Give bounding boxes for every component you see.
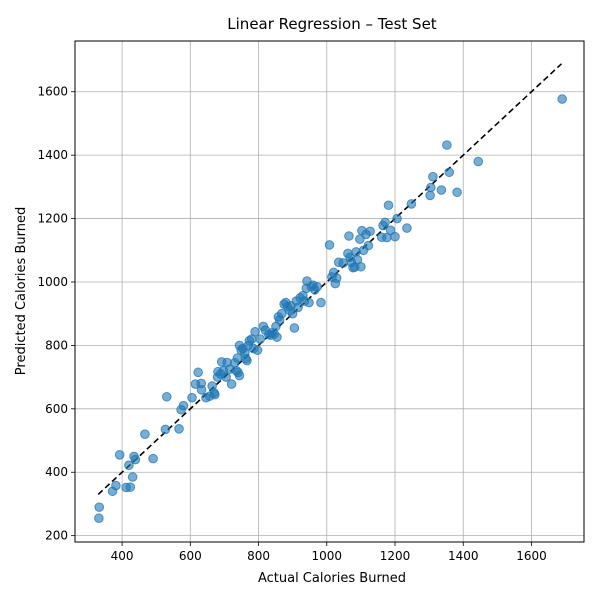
data-point	[452, 187, 462, 198]
y-tick-label: 800	[45, 338, 68, 352]
data-point	[234, 370, 245, 381]
x-tick-label: 800	[247, 549, 270, 563]
data-point	[272, 332, 282, 342]
data-point	[140, 429, 150, 439]
data-point	[365, 226, 375, 237]
data-point	[289, 323, 300, 333]
data-point	[178, 400, 189, 411]
data-point	[402, 223, 412, 233]
data-point	[287, 308, 298, 319]
x-tick-label: 1400	[448, 549, 479, 563]
y-tick-label: 400	[45, 465, 68, 479]
data-point	[390, 231, 400, 242]
x-axis-ticks: 400 600 800 1000 1200 1400 1600	[111, 542, 547, 563]
data-point	[196, 384, 207, 395]
data-point	[380, 217, 390, 228]
data-point	[316, 297, 326, 308]
data-point	[331, 273, 342, 283]
data-point	[324, 240, 335, 250]
y-tick-label: 1000	[37, 275, 68, 289]
x-tick-label: 1000	[311, 549, 342, 563]
data-point	[276, 308, 287, 319]
plot-area	[75, 41, 584, 542]
data-point	[160, 424, 171, 435]
plot-frame	[74, 40, 585, 543]
data-point	[293, 302, 303, 313]
data-point	[436, 185, 447, 195]
data-point	[210, 389, 220, 400]
data-point	[473, 156, 484, 167]
data-point	[193, 367, 203, 378]
data-point	[444, 167, 455, 178]
data-point	[312, 281, 323, 292]
y-tick-label: 1600	[37, 85, 68, 99]
y-tick-label: 600	[45, 402, 68, 416]
data-point	[114, 450, 125, 460]
data-point	[344, 231, 354, 241]
data-point	[148, 453, 158, 464]
data-point	[304, 297, 314, 308]
data-point	[428, 171, 438, 182]
y-axis-label: Predicted Calories Burned	[14, 207, 29, 375]
y-axis-ticks: 200 400 600 800 1000 1200 1400 1600	[37, 85, 75, 543]
x-tick-label: 400	[111, 549, 134, 563]
data-point	[426, 182, 436, 193]
data-point	[187, 392, 197, 403]
data-point	[221, 372, 231, 382]
data-point	[94, 502, 105, 512]
data-point	[174, 423, 184, 434]
data-point	[242, 355, 252, 366]
data-point	[226, 379, 237, 389]
x-axis-label: Actual Calories Burned	[258, 571, 406, 586]
y-tick-label: 1200	[37, 212, 68, 226]
data-point	[127, 472, 138, 482]
data-point	[94, 513, 104, 524]
data-point	[125, 482, 136, 492]
y-tick-label: 200	[45, 529, 68, 543]
data-point	[425, 190, 435, 201]
data-point	[363, 240, 374, 251]
data-point	[252, 345, 263, 355]
grid-lines	[75, 41, 584, 542]
data-point	[124, 460, 134, 471]
x-tick-label: 1200	[380, 549, 411, 563]
data-point	[111, 480, 121, 491]
x-tick-label: 1600	[516, 549, 547, 563]
data-point	[130, 454, 141, 465]
data-point	[406, 199, 417, 209]
data-point	[232, 353, 243, 363]
data-point	[442, 140, 452, 150]
data-point	[383, 200, 394, 211]
data-point	[250, 326, 260, 337]
data-point	[392, 213, 402, 224]
data-point	[356, 261, 366, 272]
data-point	[557, 94, 567, 104]
data-points	[94, 94, 567, 524]
chart-title: Linear Regression – Test Set	[227, 15, 437, 33]
data-point	[161, 391, 172, 402]
x-tick-label: 600	[179, 549, 202, 563]
y-tick-label: 1400	[37, 148, 68, 162]
data-point	[255, 334, 266, 344]
